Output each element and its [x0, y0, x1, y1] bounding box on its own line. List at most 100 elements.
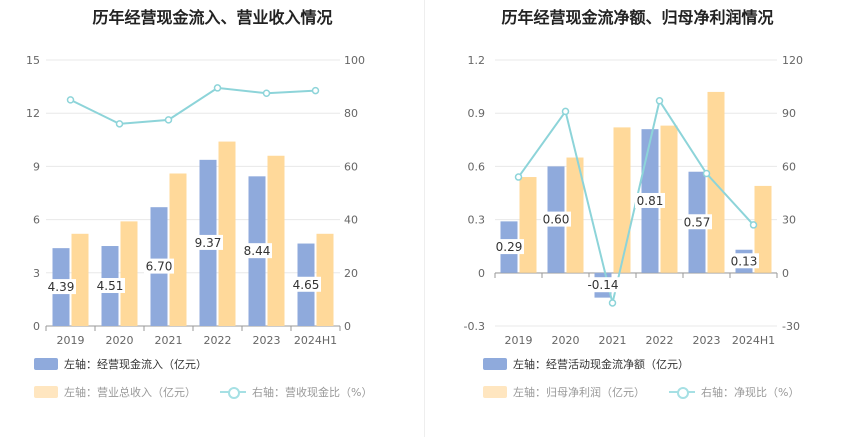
right-axis-tick-label: 20 — [344, 267, 358, 280]
right-axis-tick-label: 30 — [782, 214, 796, 227]
data-label-text: 4.39 — [48, 280, 75, 294]
data-label-text: 0.57 — [684, 215, 711, 229]
data-label-2020: 4.51 — [95, 278, 125, 294]
right-axis-tick-label: 80 — [344, 107, 358, 120]
data-label-bg — [144, 258, 174, 274]
x-axis-tick-label: 2021 — [599, 334, 627, 347]
bar-2019-secondary — [519, 177, 537, 273]
data-label-2024H1: 0.13 — [729, 253, 759, 268]
data-label-text: 0.13 — [731, 254, 758, 268]
data-label-text: 0.60 — [543, 213, 570, 227]
bar-2019-secondary — [71, 233, 89, 326]
data-label-bg — [193, 234, 223, 250]
bar-2022-secondary — [218, 141, 236, 326]
bar-2022-secondary — [660, 125, 678, 273]
right-axis-tick-label: 0 — [344, 320, 351, 333]
bar-2021-secondary — [613, 127, 631, 273]
ratio-point-2024H1 — [311, 86, 320, 95]
data-label-2020: 0.60 — [541, 211, 571, 227]
right-axis-tick-label: 120 — [782, 54, 803, 67]
right-axis-tick-label: 40 — [344, 214, 358, 227]
ratio-line — [70, 86, 316, 125]
legend-label: 右轴：营收现金比（%） — [252, 386, 373, 399]
right-axis-tick-label: 100 — [344, 54, 365, 67]
legend-label: 左轴：经营活动现金流净额（亿元） — [513, 358, 689, 371]
data-label-2021: -0.14 — [584, 277, 622, 293]
legend-swatch-blue — [483, 358, 507, 370]
ratio-point-2023 — [262, 89, 271, 97]
x-axis-tick-label: 2023 — [253, 334, 281, 347]
data-label-bg — [242, 243, 272, 259]
legend-item-revenue[interactable]: 左轴：营业总收入（亿元） — [34, 384, 196, 400]
left-axis-tick-label: 6 — [33, 214, 40, 227]
right-axis-tick-label: 90 — [782, 107, 796, 120]
chart-title: 历年经营现金流净额、归母净利润情况 — [501, 8, 774, 27]
legend-label: 左轴：经营现金流入（亿元） — [64, 358, 207, 371]
left-axis-tick-label: 15 — [26, 54, 40, 67]
x-axis-tick-label: 2022 — [204, 334, 232, 347]
data-label-bg — [682, 214, 712, 230]
data-label-text: 9.37 — [195, 236, 222, 250]
data-label-bg — [46, 279, 76, 295]
bar-2020-secondary — [120, 221, 138, 326]
data-label-bg — [635, 192, 665, 208]
legend-item-net-profit[interactable]: 左轴：归母净利润（亿元） — [483, 384, 645, 400]
bar-2021-secondary — [169, 173, 187, 326]
x-axis-tick-label: 2024H1 — [294, 334, 337, 347]
bar-2023-secondary — [267, 155, 285, 326]
left-axis-tick-label: 0 — [33, 320, 40, 333]
ratio-point-2021 — [608, 299, 617, 307]
data-label-text: 0.81 — [637, 194, 664, 208]
legend-line-marker-icon — [220, 386, 246, 399]
panel-divider — [424, 0, 425, 437]
left-axis-tick-label: 9 — [33, 160, 40, 173]
legend-label: 左轴：归母净利润（亿元） — [513, 386, 645, 399]
left-axis-tick-label: 3 — [33, 267, 40, 280]
data-label-bg — [729, 253, 759, 269]
ratio-point-2024H1 — [749, 221, 758, 229]
ratio-point-2020 — [561, 107, 570, 116]
data-label-text: 6.70 — [146, 260, 173, 274]
chart-svg: 0 0 3 20 6 40 9 60 12 80 15 100 2019 2020 2021 2022 2023… — [26, 54, 365, 347]
data-label-2021: 6.70 — [144, 258, 174, 274]
data-label-text: 4.51 — [97, 279, 124, 293]
bar-2020-secondary — [566, 157, 584, 273]
data-label-2019: 0.29 — [494, 239, 524, 255]
legend-swatch-blue — [34, 358, 58, 370]
left-axis-tick-label: 1.2 — [468, 54, 486, 67]
x-axis-tick-label: 2019 — [57, 334, 85, 347]
legend-line-marker-icon — [669, 386, 695, 399]
data-label-text: -0.14 — [587, 278, 618, 292]
data-label-2023: 0.57 — [682, 214, 712, 230]
data-label-text: 0.29 — [496, 240, 523, 254]
right-axis-tick-label: 60 — [782, 160, 796, 173]
x-axis-tick-label: 2024H1 — [732, 334, 775, 347]
legend-item-net-ratio[interactable]: 右轴：净现比（%） — [669, 384, 799, 400]
legend-label: 左轴：营业总收入（亿元） — [64, 386, 196, 399]
legend-label: 右轴：净现比（%） — [701, 386, 800, 399]
x-axis-tick-label: 2023 — [693, 334, 721, 347]
x-axis-tick-label: 2020 — [106, 334, 134, 347]
bar-2024H1-secondary — [316, 233, 334, 326]
legend-item-cash-inflow[interactable]: 左轴：经营现金流入（亿元） — [34, 356, 207, 372]
legend-swatch-orange — [483, 386, 507, 398]
x-axis-tick-label: 2019 — [505, 334, 533, 347]
chart-panel-cash-inflow-revenue: 历年经营现金流入、营业收入情况 0 0 3 20 6 40 9 60 12 80 15 100 2019… — [26, 8, 372, 400]
x-axis-tick-label: 2022 — [646, 334, 674, 347]
ratio-point-2021 — [164, 116, 173, 124]
ratio-point-2023 — [702, 169, 711, 178]
data-label-2024H1: 4.65 — [291, 276, 321, 292]
data-label-2023: 8.44 — [242, 243, 272, 259]
chart-svg: -0.3 -30 0 0 0.3 30 0.6 60 0.9 90 1.2 120 2019 2020 20… — [464, 54, 803, 347]
left-axis-tick-label: 0.3 — [468, 214, 486, 227]
left-axis-tick-label: 0.6 — [468, 160, 486, 173]
right-axis-tick-label: -30 — [782, 320, 800, 333]
x-axis-tick-label: 2021 — [155, 334, 183, 347]
legend-item-ratio[interactable]: 右轴：营收现金比（%） — [220, 384, 372, 400]
bar-2024H1-secondary — [754, 185, 772, 273]
ratio-point-2019 — [66, 96, 75, 104]
legend-item-net-cash[interactable]: 左轴：经营活动现金流净额（亿元） — [483, 356, 689, 372]
legend-swatch-orange — [34, 386, 58, 398]
chart-title: 历年经营现金流入、营业收入情况 — [92, 8, 333, 27]
right-axis-tick-label: 60 — [344, 160, 358, 173]
